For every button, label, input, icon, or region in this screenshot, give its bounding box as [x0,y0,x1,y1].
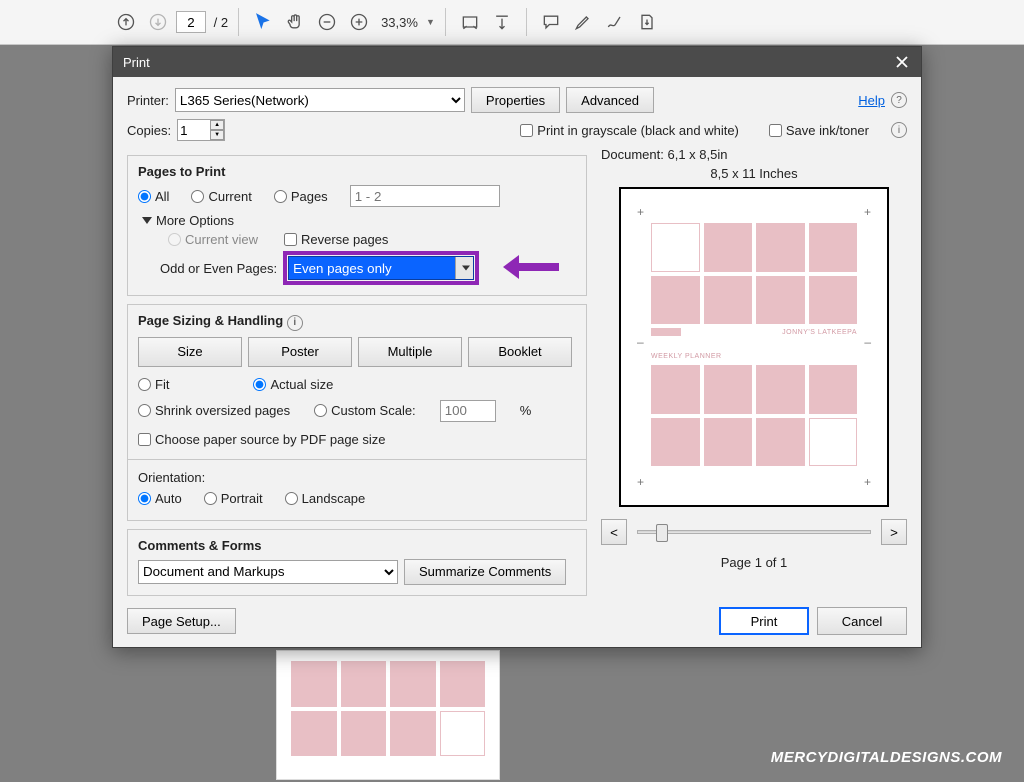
pages-to-print-section: Pages to Print All Current Pages More Op… [127,155,587,296]
help-link[interactable]: Help [858,93,885,108]
comment-icon[interactable] [537,8,565,36]
size-tab[interactable]: Size [138,337,242,367]
copies-up[interactable]: ▲ [210,120,224,130]
page-sizing-section: Page Sizing & Handling i Size Poster Mul… [127,304,587,521]
select-tool-icon[interactable] [249,8,277,36]
ink-info-icon[interactable]: i [891,122,907,138]
document-dims-label: Document: 6,1 x 8,5in [601,147,907,162]
properties-button[interactable]: Properties [471,87,560,113]
comments-section: Comments & Forms Document and Markups Su… [127,529,587,596]
close-icon[interactable] [893,53,911,71]
page-total-label: / 2 [210,15,228,30]
sizing-info-icon[interactable]: i [287,315,303,331]
current-view-radio: Current view [168,232,258,247]
poster-tab[interactable]: Poster [248,337,352,367]
reverse-pages-checkbox[interactable]: Reverse pages [284,232,388,247]
zoom-in-icon[interactable] [345,8,373,36]
app-toolbar: / 2 33,3% ▼ [0,0,1024,45]
odd-even-select[interactable]: Even pages only [288,256,474,280]
highlight-icon[interactable] [569,8,597,36]
cancel-button[interactable]: Cancel [817,607,907,635]
custom-scale-radio[interactable]: Custom Scale: [314,403,416,418]
background-document [276,650,500,780]
fit-radio[interactable]: Fit [138,377,169,392]
dialog-title: Print [123,55,150,70]
fit-page-icon[interactable] [488,8,516,36]
printer-select[interactable]: L365 Series(Network) [175,88,465,112]
paper-dims-label: 8,5 x 11 Inches [601,166,907,181]
scale-percent: % [520,403,532,418]
copies-label: Copies: [127,123,171,138]
portrait-radio[interactable]: Portrait [204,491,263,506]
grayscale-checkbox[interactable]: Print in grayscale (black and white) [520,123,739,138]
more-options-toggle[interactable]: More Options [142,213,576,228]
summarize-button[interactable]: Summarize Comments [404,559,566,585]
help-info-icon[interactable]: ? [891,92,907,108]
auto-radio[interactable]: Auto [138,491,182,506]
multiple-tab[interactable]: Multiple [358,337,462,367]
save-ink-checkbox[interactable]: Save ink/toner [769,123,869,138]
shrink-radio[interactable]: Shrink oversized pages [138,403,290,418]
scale-input[interactable] [440,400,496,422]
zoom-out-icon[interactable] [313,8,341,36]
booklet-tab[interactable]: Booklet [468,337,572,367]
annotation-arrow-icon [503,255,559,282]
next-page-icon[interactable] [144,8,172,36]
actual-size-radio[interactable]: Actual size [253,377,333,392]
prev-page-icon[interactable] [112,8,140,36]
zoom-level-label: 33,3% [381,15,418,30]
page-of-label: Page 1 of 1 [601,555,907,570]
pages-to-print-title: Pages to Print [138,164,576,179]
pages-radio[interactable]: Pages [274,189,328,204]
comments-select[interactable]: Document and Markups [138,560,398,584]
preview-next-button[interactable]: > [881,519,907,545]
print-preview: ++ JONNY'S LATKEEPA [619,187,889,507]
preview-slider[interactable] [637,530,871,534]
sign-icon[interactable] [601,8,629,36]
copies-down[interactable]: ▼ [210,130,224,140]
comments-title: Comments & Forms [138,538,576,553]
choose-paper-checkbox[interactable]: Choose paper source by PDF page size [138,432,386,447]
odd-even-label: Odd or Even Pages: [160,261,277,276]
fit-width-icon[interactable] [456,8,484,36]
current-radio[interactable]: Current [191,189,251,204]
export-icon[interactable] [633,8,661,36]
preview-prev-button[interactable]: < [601,519,627,545]
printer-label: Printer: [127,93,169,108]
print-dialog: Print Printer: L365 Series(Network) Prop… [112,46,922,648]
print-button[interactable]: Print [719,607,809,635]
landscape-radio[interactable]: Landscape [285,491,366,506]
odd-even-highlight: Even pages only [283,251,479,285]
advanced-button[interactable]: Advanced [566,87,654,113]
all-radio[interactable]: All [138,189,169,204]
orientation-label: Orientation: [138,470,576,485]
dialog-titlebar: Print [113,47,921,77]
page-setup-button[interactable]: Page Setup... [127,608,236,634]
page-sizing-title: Page Sizing & Handling i [138,313,576,331]
hand-tool-icon[interactable] [281,8,309,36]
pages-range-input[interactable] [350,185,500,207]
watermark: MERCYDIGITALDESIGNS.COM [771,749,1002,766]
page-number-input[interactable] [176,11,206,33]
